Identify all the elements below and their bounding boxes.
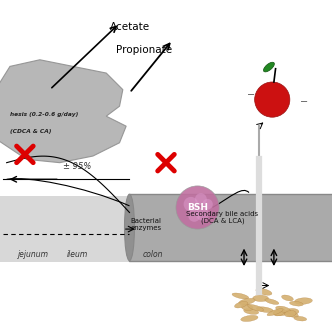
Text: ± 95%: ± 95%: [63, 162, 91, 171]
Ellipse shape: [290, 301, 303, 306]
Text: hesis (0.2-0.6 g/day): hesis (0.2-0.6 g/day): [10, 112, 78, 117]
Text: Secondary bile acids
(DCA & LCA): Secondary bile acids (DCA & LCA): [186, 211, 259, 224]
Bar: [129, 194, 332, 261]
Ellipse shape: [294, 316, 307, 321]
Ellipse shape: [274, 309, 285, 316]
Ellipse shape: [232, 293, 249, 299]
Circle shape: [184, 197, 198, 211]
Circle shape: [255, 82, 290, 117]
Text: (CDCA & CA): (CDCA & CA): [10, 129, 51, 134]
Ellipse shape: [273, 311, 287, 316]
Ellipse shape: [234, 301, 248, 308]
Text: Bacterial
enzymes: Bacterial enzymes: [130, 217, 162, 231]
Polygon shape: [0, 60, 126, 163]
Text: colon: colon: [143, 250, 163, 259]
Text: BSH: BSH: [187, 203, 208, 212]
Ellipse shape: [287, 308, 299, 314]
Ellipse shape: [285, 310, 296, 317]
Circle shape: [195, 193, 207, 205]
Ellipse shape: [248, 304, 264, 311]
Ellipse shape: [241, 304, 253, 311]
Ellipse shape: [294, 298, 312, 304]
Ellipse shape: [253, 295, 269, 301]
Ellipse shape: [265, 299, 279, 304]
Circle shape: [202, 199, 213, 209]
Text: ileum: ileum: [66, 250, 88, 259]
Ellipse shape: [264, 62, 274, 72]
Text: −: −: [300, 97, 308, 107]
Ellipse shape: [124, 194, 134, 261]
Circle shape: [188, 210, 200, 222]
Ellipse shape: [256, 289, 272, 295]
Ellipse shape: [267, 309, 283, 316]
Ellipse shape: [282, 295, 293, 301]
Circle shape: [196, 208, 209, 221]
Ellipse shape: [284, 310, 298, 317]
Text: Propionate: Propionate: [116, 45, 172, 55]
Ellipse shape: [256, 307, 273, 312]
Text: −: −: [247, 90, 255, 100]
Ellipse shape: [244, 309, 259, 314]
Ellipse shape: [239, 298, 255, 305]
Circle shape: [176, 186, 219, 229]
Text: Acetate: Acetate: [110, 22, 150, 32]
Ellipse shape: [241, 315, 258, 321]
Bar: [0, 196, 133, 262]
Text: jejunum: jejunum: [18, 250, 49, 259]
Ellipse shape: [276, 306, 290, 312]
